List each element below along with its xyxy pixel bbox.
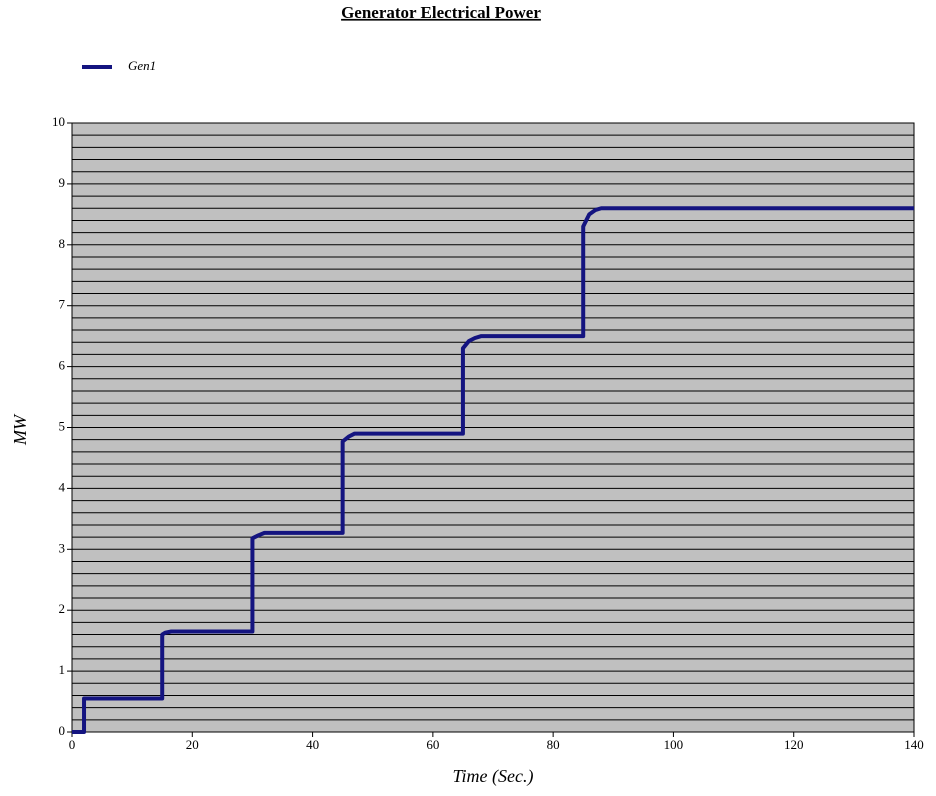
y-tick-label: 9 <box>59 175 66 190</box>
y-tick-label: 4 <box>59 479 66 494</box>
y-tick-label: 6 <box>59 358 66 373</box>
y-tick-label: 0 <box>59 723 66 738</box>
y-tick-label: 5 <box>59 418 66 433</box>
x-tick-label: 140 <box>904 737 924 752</box>
chart-title: Generator Electrical Power <box>341 3 541 22</box>
y-tick-label: 3 <box>59 540 66 555</box>
x-tick-label: 60 <box>426 737 439 752</box>
x-tick-label: 80 <box>547 737 560 752</box>
y-tick-label: 8 <box>59 236 66 251</box>
x-tick-label: 100 <box>664 737 684 752</box>
y-tick-label: 7 <box>59 297 66 312</box>
x-axis-label: Time (Sec.) <box>453 766 534 787</box>
y-axis-label: MW <box>10 413 30 446</box>
x-tick-label: 40 <box>306 737 319 752</box>
legend-label: Gen1 <box>128 58 156 73</box>
x-tick-label: 0 <box>69 737 76 752</box>
plot-border <box>71 122 915 733</box>
y-tick-label: 1 <box>59 662 66 677</box>
y-tick-label: 10 <box>52 114 65 129</box>
data-line <box>72 206 914 734</box>
y-tick-label: 2 <box>59 601 66 616</box>
x-tick-label: 120 <box>784 737 804 752</box>
x-tick-label: 20 <box>186 737 199 752</box>
